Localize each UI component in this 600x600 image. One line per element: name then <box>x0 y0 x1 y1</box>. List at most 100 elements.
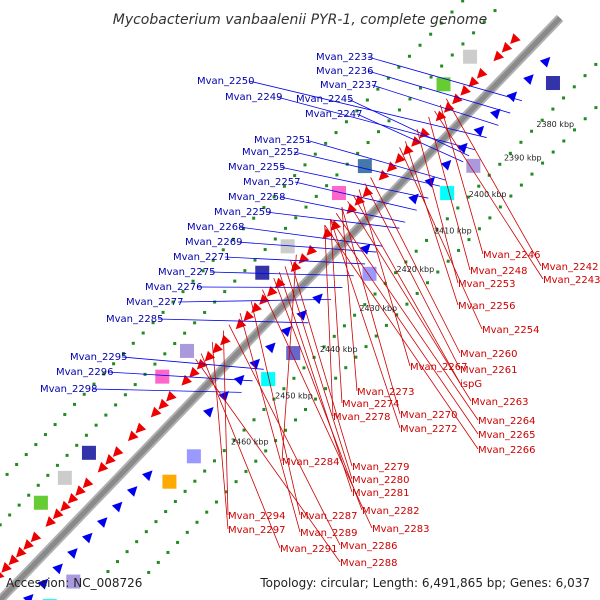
gc-skew-tick <box>367 141 370 144</box>
gc-skew-tick <box>124 393 127 396</box>
reverse-gene-label: Mvan_2288 <box>340 558 397 569</box>
gc-skew-tick <box>243 269 246 272</box>
kbp-tick-label: 2460 kbp <box>231 437 269 446</box>
gc-skew-tick <box>594 106 597 109</box>
forward-gene-arrow <box>523 74 534 85</box>
kbp-tick-label: 2420 kbp <box>397 265 435 274</box>
forward-gene-arrow <box>67 548 78 559</box>
reverse-gene-label: Mvan_2286 <box>340 541 397 552</box>
gene-labels: Mvan_2233Mvan_2236Mvan_2237Mvan_2250Mvan… <box>40 52 600 569</box>
reverse-gene-label: Mvan_2273 <box>357 387 414 398</box>
gc-skew-tick <box>126 550 129 553</box>
cog-category-block <box>463 50 477 64</box>
gc-skew-tick <box>163 352 166 355</box>
gc-skew-tick <box>344 366 347 369</box>
genome-summary: Topology: circular; Length: 6,491,865 bp… <box>259 576 590 590</box>
gc-skew-tick <box>294 418 297 421</box>
gc-skew-tick <box>75 444 78 447</box>
gc-skew-tick <box>305 206 308 209</box>
gc-skew-tick <box>166 551 169 554</box>
cog-category-block <box>358 159 372 173</box>
cog-category-block <box>255 266 269 280</box>
gc-skew-tick <box>54 423 57 426</box>
forward-gene-label: Mvan_2276 <box>145 282 202 293</box>
gc-skew-tick <box>6 473 9 476</box>
reverse-gene-arrow <box>113 446 124 457</box>
gc-skew-tick <box>447 260 450 263</box>
gc-skew-tick <box>573 128 576 131</box>
gc-skew-tick <box>154 520 157 523</box>
gc-skew-tick <box>519 141 522 144</box>
gc-skew-tick <box>46 474 49 477</box>
reverse-gene-label: Mvan_2284 <box>282 457 339 468</box>
cog-category-block <box>34 496 48 510</box>
reverse-gene-label: Mvan_2270 <box>400 410 457 421</box>
gc-skew-tick <box>366 99 369 102</box>
forward-gene-arrow <box>312 294 323 305</box>
gc-skew-tick <box>63 413 66 416</box>
forward-gene-label: Mvan_2237 <box>320 80 377 91</box>
gc-skew-tick <box>375 335 378 338</box>
reverse-gene-label: Mvan_2254 <box>482 325 539 336</box>
gc-skew-tick <box>584 117 587 120</box>
gc-skew-tick <box>573 85 576 88</box>
forward-gene-arrow <box>82 533 93 544</box>
reverse-gene-label: Mvan_2248 <box>470 266 527 277</box>
gc-skew-tick <box>354 356 357 359</box>
gc-skew-tick <box>134 383 137 386</box>
gc-skew-tick <box>34 443 37 446</box>
gc-skew-tick <box>353 314 356 317</box>
gc-skew-tick <box>145 530 148 533</box>
gc-skew-tick <box>415 250 418 253</box>
gc-skew-tick <box>15 463 18 466</box>
gc-skew-tick <box>430 76 433 79</box>
gc-skew-tick <box>467 238 470 241</box>
gc-skew-tick <box>85 434 88 437</box>
gc-skew-tick <box>18 504 21 507</box>
gc-skew-tick <box>195 521 198 524</box>
forward-gene-label: Mvan_2296 <box>56 367 113 378</box>
label-leader-line <box>251 301 300 515</box>
forward-gene-arrow <box>265 343 276 354</box>
gc-skew-tick <box>116 560 119 563</box>
gc-skew-tick <box>530 130 533 133</box>
gc-skew-tick <box>440 65 443 68</box>
gc-skew-tick <box>157 561 160 564</box>
forward-gene-label: Mvan_2236 <box>316 66 373 77</box>
forward-gene-label: Mvan_2295 <box>70 352 127 363</box>
reverse-gene-arrow <box>136 423 147 434</box>
label-leader-line <box>108 372 253 381</box>
gc-skew-tick <box>562 96 565 99</box>
gc-skew-tick <box>153 363 156 366</box>
gc-skew-tick <box>203 470 206 473</box>
gc-skew-tick <box>173 342 176 345</box>
reverse-gene-label: ispG <box>460 379 482 390</box>
gc-skew-tick <box>203 311 206 314</box>
label-leader-line <box>429 117 470 270</box>
reverse-gene-label: Mvan_2242 <box>541 262 598 273</box>
label-leader-line <box>178 299 331 302</box>
gc-skew-tick <box>343 324 346 327</box>
gc-skew-tick <box>254 460 257 463</box>
cog-category-block <box>437 77 451 91</box>
label-leader-line <box>417 129 458 283</box>
forward-gene-label: Mvan_2275 <box>158 267 215 278</box>
gc-skew-tick <box>324 387 327 390</box>
reverse-gene-label: Mvan_2281 <box>352 488 409 499</box>
kbp-tick-label: 2450 kbp <box>275 391 313 400</box>
gc-skew-tick <box>25 453 28 456</box>
forward-gene-label: Mvan_2247 <box>305 109 362 120</box>
forward-gene-label: Mvan_2251 <box>254 135 311 146</box>
gc-skew-tick <box>478 227 481 230</box>
reverse-gene-label: Mvan_2280 <box>352 475 409 486</box>
gc-skew-tick <box>509 195 512 198</box>
gc-skew-tick <box>498 163 501 166</box>
gc-skew-tick <box>142 332 145 335</box>
gc-skew-tick <box>374 293 377 296</box>
accession-label: Accession: NC_008726 <box>6 576 142 590</box>
gc-skew-tick <box>27 494 30 497</box>
reverse-gene-label: Mvan_2261 <box>460 365 517 376</box>
gc-skew-tick <box>186 531 189 534</box>
reverse-gene-label: Mvan_2266 <box>478 445 535 456</box>
